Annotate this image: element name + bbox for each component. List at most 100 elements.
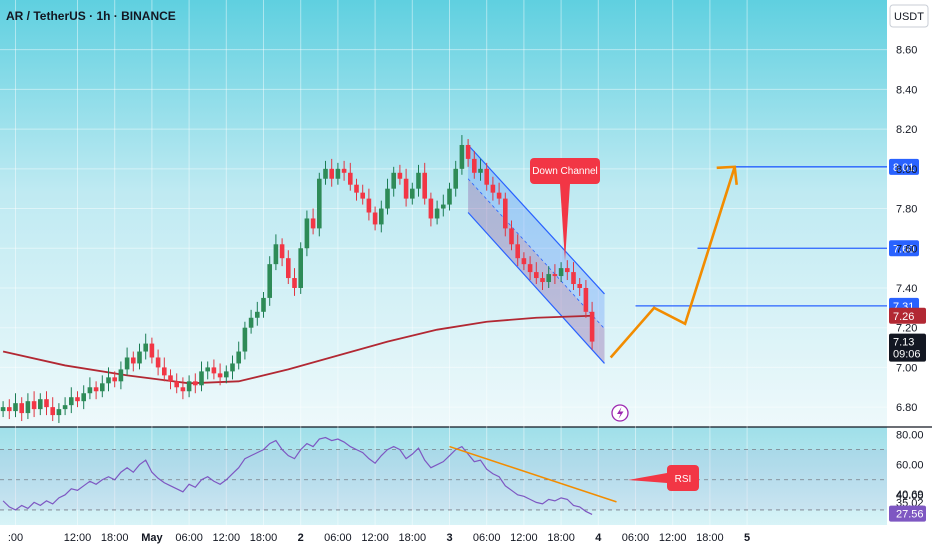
- level-label: 8.01: [893, 162, 914, 174]
- candle: [199, 361, 204, 392]
- candle-body: [211, 367, 217, 374]
- candle: [534, 262, 539, 285]
- candle: [62, 397, 68, 416]
- candle: [224, 365, 229, 384]
- candle: [236, 341, 241, 370]
- event-marker[interactable]: [611, 404, 629, 422]
- down-channel-callout: [530, 158, 600, 184]
- candle-body: [453, 168, 458, 189]
- candle-body: [255, 311, 260, 318]
- candle: [292, 268, 297, 296]
- rsi-tag-label: 27.56: [896, 509, 924, 521]
- candle-body: [118, 369, 124, 382]
- candle-body: [428, 198, 434, 219]
- candle: [478, 158, 483, 181]
- candle-body: [552, 274, 558, 277]
- time-tick-label: 12:00: [64, 532, 92, 544]
- moving-average: [2, 314, 593, 385]
- rsi-callout-label: RSI: [675, 474, 692, 485]
- candle-body: [447, 188, 452, 205]
- candle: [348, 162, 353, 191]
- candle: [118, 361, 124, 390]
- down-channel-label: Down Channel: [532, 166, 598, 177]
- price-axis-background: [887, 0, 932, 550]
- time-tick-label: 3: [446, 532, 452, 544]
- time-tick-label: 06:00: [622, 532, 650, 544]
- candle: [19, 397, 24, 422]
- candle: [317, 172, 322, 237]
- time-axis[interactable]: :00 12:00 18:00 May 06:00 12:00 18:00 2 06:00 12:…: [8, 532, 750, 544]
- price-tick-label: 8.60: [896, 45, 917, 57]
- candle-body: [217, 373, 223, 378]
- time-tick-label: 4: [595, 532, 602, 544]
- candle-body: [81, 393, 86, 402]
- candle: [552, 264, 558, 285]
- candle: [391, 166, 396, 197]
- candle: [186, 375, 192, 398]
- time-tick-label: 18:00: [547, 532, 575, 544]
- candle-body: [50, 407, 55, 416]
- candle: [583, 280, 589, 318]
- candle: [540, 272, 545, 290]
- candle-body: [131, 357, 136, 364]
- candle: [410, 182, 415, 205]
- candle: [441, 194, 446, 217]
- price-tag: [889, 333, 926, 362]
- candle-body: [106, 377, 111, 384]
- down-channel-pointer: [560, 184, 570, 261]
- candle: [81, 385, 86, 410]
- candle-body: [292, 278, 297, 288]
- forecast-arrowhead: [716, 165, 738, 185]
- candle: [131, 351, 136, 372]
- candle: [112, 371, 117, 388]
- candle: [255, 301, 260, 326]
- rsi-callout: [667, 465, 699, 491]
- candle: [38, 393, 43, 416]
- candle-body: [310, 218, 316, 229]
- candle-body: [354, 184, 359, 193]
- time-tick-label: 5: [744, 532, 750, 544]
- candle-body: [261, 297, 266, 312]
- candle-body: [379, 208, 384, 225]
- candle-body: [323, 168, 328, 179]
- candle: [459, 135, 465, 175]
- rsi-pane-background: [0, 427, 887, 525]
- candle-body: [403, 178, 409, 199]
- candle-body: [397, 172, 403, 179]
- candle: [25, 393, 31, 420]
- time-axis-background: [0, 525, 887, 550]
- candle-body: [546, 274, 551, 283]
- time-tick-label: 06:00: [324, 532, 352, 544]
- price-axis[interactable]: 8.60 8.40 8.20 8.00 7.80 7.60 7.40 7.20 7.00 6.80: [896, 45, 917, 414]
- candle-body: [490, 184, 496, 193]
- currency-button[interactable]: USDT: [889, 4, 929, 28]
- candle-body: [317, 178, 322, 229]
- candle-body: [372, 212, 378, 225]
- candle-body: [286, 258, 291, 279]
- candle: [527, 256, 533, 281]
- annotations: Down Channel RSI: [530, 158, 699, 491]
- chart-title: AR / TetherUS · 1h · BINANCE: [6, 9, 176, 23]
- candle: [230, 355, 235, 380]
- ma-line: [2, 314, 593, 385]
- candle: [137, 343, 142, 370]
- candle-body: [155, 357, 161, 368]
- candle: [155, 349, 161, 376]
- candle: [397, 164, 403, 185]
- candle-body: [186, 381, 192, 392]
- currency-label: USDT: [894, 11, 924, 23]
- candle: [416, 164, 421, 197]
- price-tick-label: 6.80: [896, 402, 917, 414]
- candle-body: [248, 317, 254, 328]
- candle-body: [168, 375, 173, 382]
- candle: [571, 262, 576, 290]
- channel-fill: [468, 144, 605, 364]
- candle-body: [137, 351, 142, 364]
- candle-body: [230, 363, 235, 372]
- candle: [447, 182, 452, 211]
- candle: [106, 367, 111, 392]
- level-tag: [889, 158, 919, 175]
